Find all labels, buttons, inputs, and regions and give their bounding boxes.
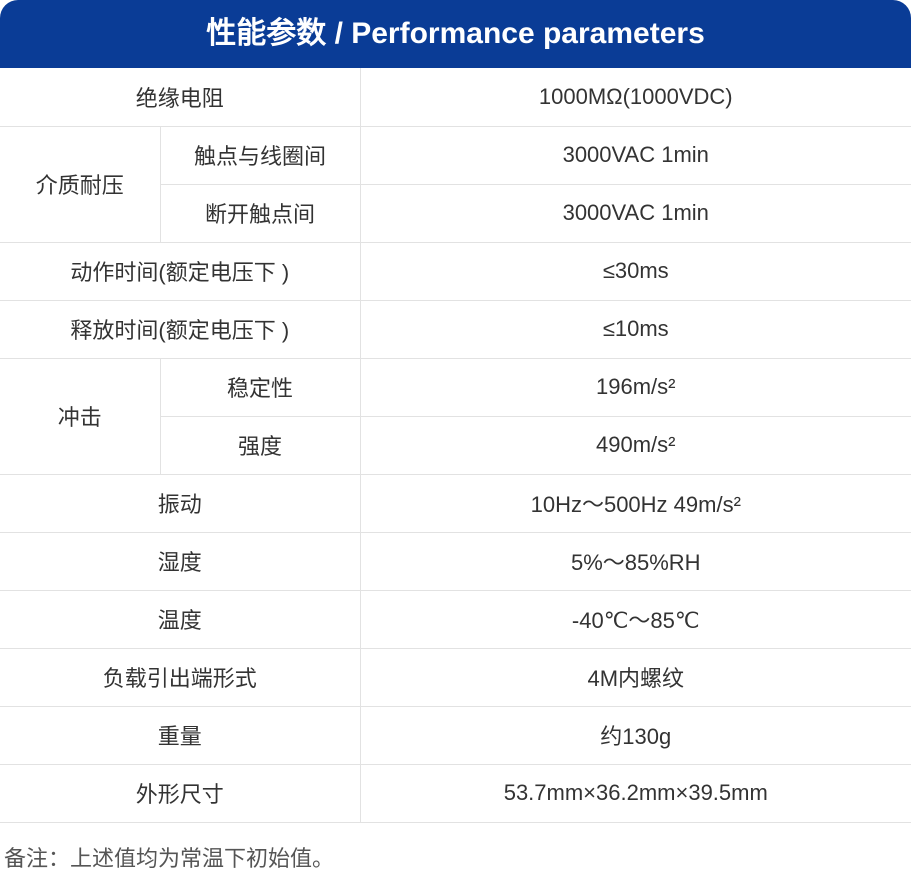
- param-label: 湿度: [0, 532, 360, 590]
- param-value: 10Hz～500Hz 49m/s²: [360, 474, 911, 532]
- table-row: 绝缘电阻1000MΩ(1000VDC): [0, 68, 911, 126]
- table-row: 介质耐压触点与线圈间3000VAC 1min: [0, 126, 911, 184]
- table-row: 湿度5%～85%RH: [0, 532, 911, 590]
- table-row: 振动10Hz～500Hz 49m/s²: [0, 474, 911, 532]
- param-label: 重量: [0, 706, 360, 764]
- param-value: 约130g: [360, 706, 911, 764]
- table-row: 外形尺寸53.7mm×36.2mm×39.5mm: [0, 764, 911, 822]
- table-title: 性能参数 / Performance parameters: [206, 17, 705, 50]
- table-row: 冲击稳定性196m/s²: [0, 358, 911, 416]
- table-header: 性能参数 / Performance parameters: [0, 0, 911, 68]
- param-value: 490m/s²: [360, 416, 911, 474]
- param-label: 温度: [0, 590, 360, 648]
- param-label: 介质耐压: [0, 126, 160, 242]
- param-label: 绝缘电阻: [0, 68, 360, 126]
- param-value: ≤30ms: [360, 242, 911, 300]
- param-label: 负载引出端形式: [0, 648, 360, 706]
- param-value: 1000MΩ(1000VDC): [360, 68, 911, 126]
- table-row: 释放时间(额定电压下 )≤10ms: [0, 300, 911, 358]
- param-label: 振动: [0, 474, 360, 532]
- param-value: 4M内螺纹: [360, 648, 911, 706]
- param-value: 196m/s²: [360, 358, 911, 416]
- spec-table-container: 性能参数 / Performance parameters 绝缘电阻1000MΩ…: [0, 0, 911, 873]
- param-value: -40℃～85℃: [360, 590, 911, 648]
- param-label: 外形尺寸: [0, 764, 360, 822]
- table-row: 负载引出端形式4M内螺纹: [0, 648, 911, 706]
- param-sublabel: 断开触点间: [160, 184, 360, 242]
- param-sublabel: 强度: [160, 416, 360, 474]
- table-row: 动作时间(额定电压下 )≤30ms: [0, 242, 911, 300]
- param-value: ≤10ms: [360, 300, 911, 358]
- table-row: 重量约130g: [0, 706, 911, 764]
- param-value: 3000VAC 1min: [360, 126, 911, 184]
- param-label: 冲击: [0, 358, 160, 474]
- param-sublabel: 稳定性: [160, 358, 360, 416]
- param-sublabel: 触点与线圈间: [160, 126, 360, 184]
- param-value: 53.7mm×36.2mm×39.5mm: [360, 764, 911, 822]
- param-value: 5%～85%RH: [360, 532, 911, 590]
- footnote: 备注：上述值均为常温下初始值。: [0, 823, 911, 873]
- param-label: 动作时间(额定电压下 ): [0, 242, 360, 300]
- performance-table: 绝缘电阻1000MΩ(1000VDC)介质耐压触点与线圈间3000VAC 1mi…: [0, 68, 911, 823]
- param-label: 释放时间(额定电压下 ): [0, 300, 360, 358]
- param-value: 3000VAC 1min: [360, 184, 911, 242]
- table-row: 温度-40℃～85℃: [0, 590, 911, 648]
